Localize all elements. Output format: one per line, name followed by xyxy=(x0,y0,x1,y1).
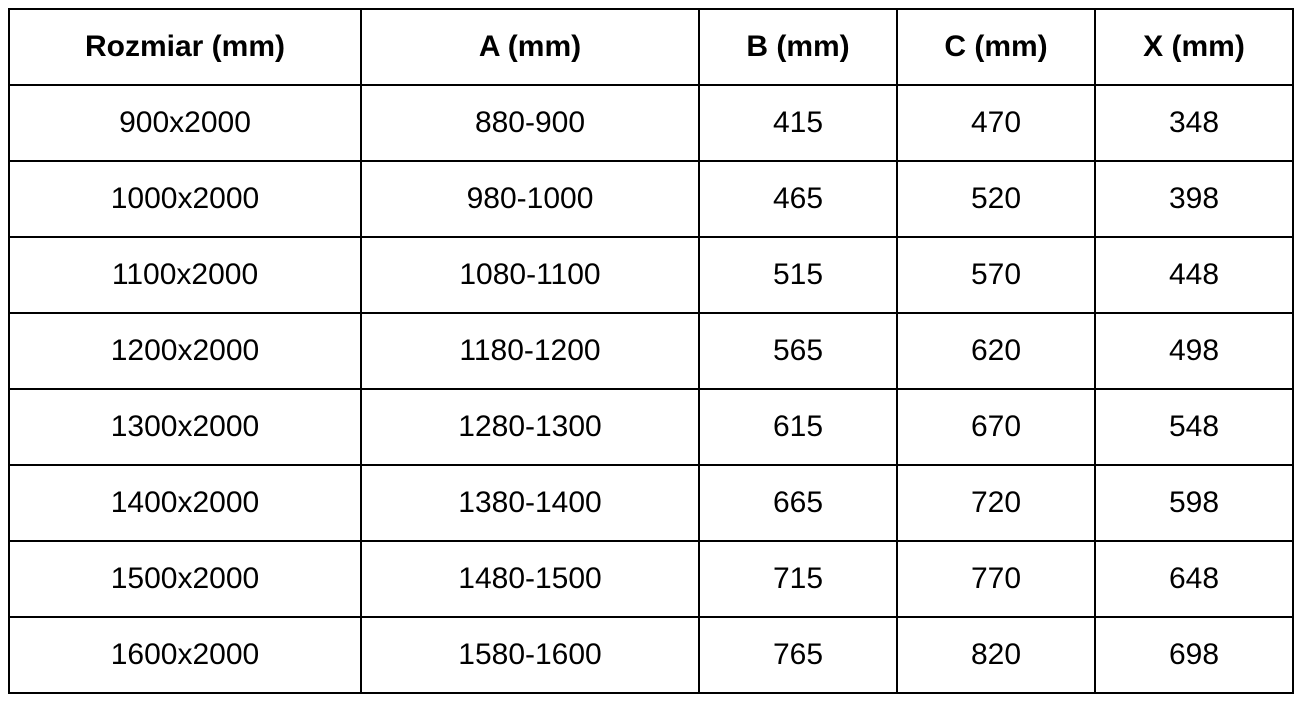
table-cell: 880-900 xyxy=(360,84,700,162)
header-cell: Rozmiar (mm) xyxy=(8,8,362,86)
table-cell: 548 xyxy=(1094,388,1294,466)
table-row: 1400x2000 1380-1400 665 720 598 xyxy=(8,464,1294,542)
table-cell: 648 xyxy=(1094,540,1294,618)
dimensions-table: Rozmiar (mm) A (mm) B (mm) C (mm) X (mm)… xyxy=(8,8,1294,694)
header-cell: C (mm) xyxy=(896,8,1096,86)
table-row: 1100x2000 1080-1100 515 570 448 xyxy=(8,236,1294,314)
table-cell: 1580-1600 xyxy=(360,616,700,694)
table-cell: 980-1000 xyxy=(360,160,700,238)
table-cell: 665 xyxy=(698,464,898,542)
table-row: 1000x2000 980-1000 465 520 398 xyxy=(8,160,1294,238)
table-cell: 670 xyxy=(896,388,1096,466)
table-cell: 415 xyxy=(698,84,898,162)
table-row: 1600x2000 1580-1600 765 820 698 xyxy=(8,616,1294,694)
header-cell: X (mm) xyxy=(1094,8,1294,86)
header-cell: B (mm) xyxy=(698,8,898,86)
table-cell: 1300x2000 xyxy=(8,388,362,466)
table-cell: 1000x2000 xyxy=(8,160,362,238)
table-cell: 698 xyxy=(1094,616,1294,694)
table-cell: 1400x2000 xyxy=(8,464,362,542)
table-cell: 465 xyxy=(698,160,898,238)
table-cell: 1480-1500 xyxy=(360,540,700,618)
header-row: Rozmiar (mm) A (mm) B (mm) C (mm) X (mm) xyxy=(8,8,1294,86)
table-cell: 615 xyxy=(698,388,898,466)
table-cell: 620 xyxy=(896,312,1096,390)
table-cell: 565 xyxy=(698,312,898,390)
table-row: 1500x2000 1480-1500 715 770 648 xyxy=(8,540,1294,618)
table-cell: 1380-1400 xyxy=(360,464,700,542)
table-cell: 570 xyxy=(896,236,1096,314)
table-cell: 515 xyxy=(698,236,898,314)
table-cell: 765 xyxy=(698,616,898,694)
table-cell: 520 xyxy=(896,160,1096,238)
table-row: 1300x2000 1280-1300 615 670 548 xyxy=(8,388,1294,466)
table-cell: 1500x2000 xyxy=(8,540,362,618)
table-cell: 1280-1300 xyxy=(360,388,700,466)
table-cell: 348 xyxy=(1094,84,1294,162)
header-cell: A (mm) xyxy=(360,8,700,86)
table-cell: 498 xyxy=(1094,312,1294,390)
table-cell: 720 xyxy=(896,464,1096,542)
table-cell: 448 xyxy=(1094,236,1294,314)
table-cell: 1200x2000 xyxy=(8,312,362,390)
table-cell: 770 xyxy=(896,540,1096,618)
table-cell: 715 xyxy=(698,540,898,618)
table-row: 1200x2000 1180-1200 565 620 498 xyxy=(8,312,1294,390)
table-cell: 1180-1200 xyxy=(360,312,700,390)
table-cell: 598 xyxy=(1094,464,1294,542)
table-cell: 470 xyxy=(896,84,1096,162)
table-cell: 1080-1100 xyxy=(360,236,700,314)
table-cell: 398 xyxy=(1094,160,1294,238)
table-cell: 900x2000 xyxy=(8,84,362,162)
table-cell: 1100x2000 xyxy=(8,236,362,314)
table-cell: 1600x2000 xyxy=(8,616,362,694)
table-cell: 820 xyxy=(896,616,1096,694)
table-row: 900x2000 880-900 415 470 348 xyxy=(8,84,1294,162)
